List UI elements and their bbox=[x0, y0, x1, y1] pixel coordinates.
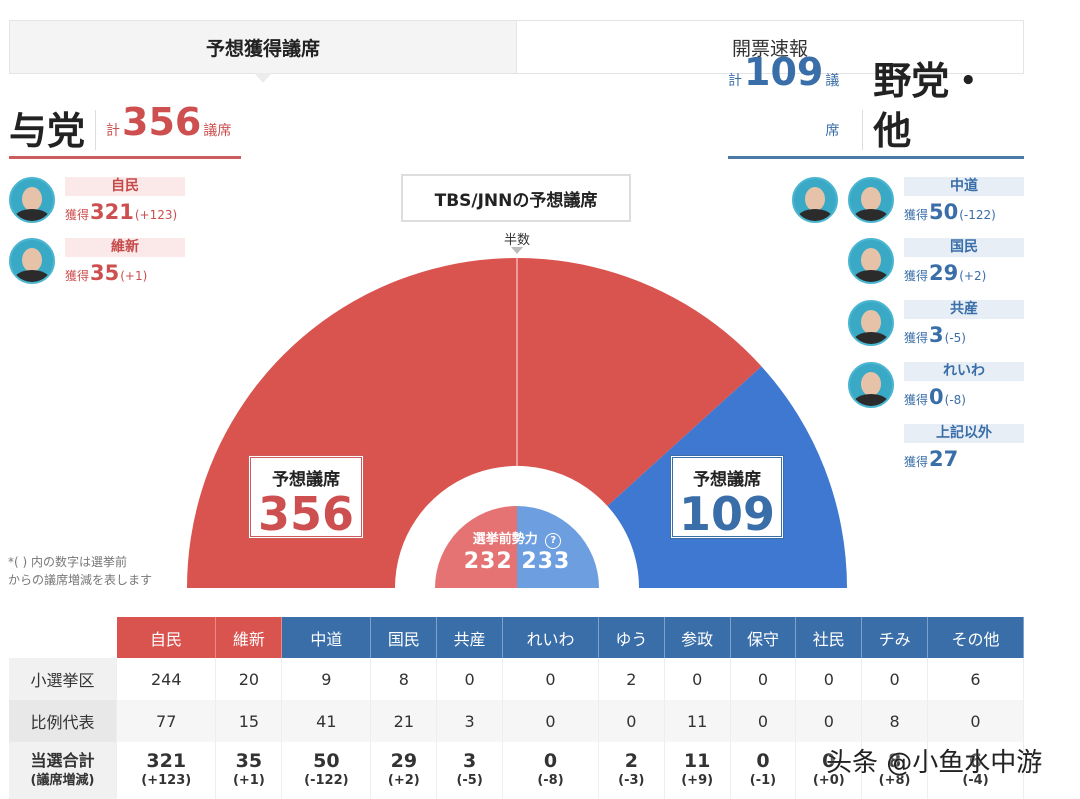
pre-opposition-value: 233 bbox=[521, 549, 571, 574]
pre-ruling-arc bbox=[435, 506, 517, 588]
seat-box-value: 109 bbox=[678, 487, 776, 541]
party-label: 上記以外 bbox=[904, 424, 1024, 443]
divider bbox=[95, 110, 97, 150]
party-seats: 獲得 0 (-8) bbox=[904, 385, 966, 409]
opposition-bloc-name: 野党・他 bbox=[873, 59, 988, 153]
col-header: ゆう bbox=[598, 617, 665, 658]
chart-title: TBS/JNNの予想議席 bbox=[401, 174, 631, 222]
opposition-bloc-total: 計 109 議席 bbox=[728, 47, 852, 156]
party-seats: 獲得 50 (-122) bbox=[904, 200, 996, 224]
watermark: 头条 @小鱼水中游 bbox=[826, 748, 1043, 778]
col-header: 参政 bbox=[664, 617, 731, 658]
pre-ruling-value: 232 bbox=[463, 549, 513, 574]
avatar bbox=[848, 177, 894, 223]
results-table: 自民 維新 中道 国民 共産 れいわ ゆう 参政 保守 社民 チみ その他 小選… bbox=[9, 617, 1024, 799]
party-label: 中道 bbox=[904, 177, 1024, 196]
opposition-bloc-header: 計 109 議席 野党・他 bbox=[728, 50, 1024, 159]
col-header: その他 bbox=[927, 617, 1024, 658]
table-row: 小選挙区 244 20 9 8 0 0 2 0 0 0 0 6 bbox=[9, 658, 1024, 700]
col-header: れいわ bbox=[502, 617, 599, 658]
col-header: 共産 bbox=[436, 617, 504, 658]
seat-box-label: 予想議席 bbox=[272, 470, 340, 490]
party-seats: 獲得 27 bbox=[904, 447, 959, 471]
avatar bbox=[848, 362, 894, 408]
party-label: 自民 bbox=[65, 177, 185, 196]
footnote: *( ) 内の数字は選挙前 からの議席増減を表します bbox=[8, 555, 153, 587]
party-card-ishin: 維新 獲得 35 (+1) bbox=[9, 238, 185, 285]
avatar bbox=[9, 177, 55, 223]
seat-box-value: 356 bbox=[257, 487, 355, 541]
party-card-ldp: 自民 獲得 321 (+123) bbox=[9, 177, 185, 224]
opposition-total-value: 109 bbox=[744, 50, 824, 94]
party-card-kokumin: 国民 獲得 29 (+2) bbox=[848, 238, 1024, 285]
party-card-others: 上記以外 獲得 27 bbox=[894, 424, 1024, 471]
party-label: 維新 bbox=[65, 238, 185, 257]
ruling-bloc-header: 与党 計 356 議席 bbox=[9, 100, 241, 159]
ruling-bloc-total: 計 356 議席 bbox=[106, 97, 231, 156]
opposition-seat-box: 予想議席 109 bbox=[670, 455, 784, 539]
seat-box-label: 予想議席 bbox=[693, 470, 761, 490]
party-label: れいわ bbox=[904, 362, 1024, 381]
avatar bbox=[848, 238, 894, 284]
ruling-total-value: 356 bbox=[122, 100, 202, 144]
col-header: 保守 bbox=[730, 617, 797, 658]
majority-arrow-icon bbox=[511, 247, 523, 254]
col-header: 国民 bbox=[370, 617, 438, 658]
tab-bar: 予想獲得議席 開票速報 bbox=[9, 20, 1024, 83]
seat-unit: 議席 bbox=[825, 73, 840, 139]
party-seats: 獲得 29 (+2) bbox=[904, 261, 987, 285]
row-header: 比例代表 bbox=[9, 700, 117, 742]
col-header: チみ bbox=[861, 617, 928, 658]
table-row: 比例代表 77 15 41 21 3 0 0 11 0 0 8 0 bbox=[9, 700, 1024, 742]
table-header: 自民 維新 中道 国民 共産 れいわ ゆう 参政 保守 社民 チみ その他 bbox=[9, 617, 1024, 658]
row-header: 小選挙区 bbox=[9, 658, 117, 700]
party-card-kyosan: 共産 獲得 3 (-5) bbox=[848, 300, 1024, 347]
party-card-reiwa: れいわ 獲得 0 (-8) bbox=[848, 362, 1024, 409]
party-seats: 獲得 3 (-5) bbox=[904, 323, 966, 347]
table-row-total: 当選合計 (議席増減) 321 (+123) 35 (+1) 50 (-122) 29(… bbox=[9, 742, 1024, 799]
avatar bbox=[9, 238, 55, 284]
pre-election-strength: 選挙前勢力 ? 232 233 bbox=[435, 528, 599, 574]
party-seats: 獲得 321 (+123) bbox=[65, 200, 178, 224]
majority-label: 半数 bbox=[503, 233, 530, 248]
col-header: 維新 bbox=[215, 617, 283, 658]
row-header: 当選合計 (議席増減) bbox=[9, 742, 117, 799]
total-prefix: 計 bbox=[728, 73, 743, 89]
avatar bbox=[848, 300, 894, 346]
col-header: 自民 bbox=[116, 617, 217, 658]
help-icon[interactable]: ? bbox=[545, 533, 562, 549]
total-prefix: 計 bbox=[106, 123, 121, 139]
col-header: 中道 bbox=[281, 617, 372, 658]
ruling-seat-box: 予想議席 356 bbox=[248, 455, 364, 539]
party-label: 共産 bbox=[904, 300, 1024, 319]
pre-election-label: 選挙前勢力 bbox=[472, 532, 538, 547]
party-card-chudo: 中道 獲得 50 (-122) bbox=[792, 177, 1024, 224]
divider bbox=[862, 110, 864, 150]
tab-projected-seats[interactable]: 予想獲得議席 bbox=[10, 21, 517, 83]
party-seats: 獲得 35 (+1) bbox=[65, 261, 148, 285]
seat-unit: 議席 bbox=[203, 123, 232, 139]
avatar bbox=[792, 177, 838, 223]
col-header: 社民 bbox=[795, 617, 863, 658]
party-label: 国民 bbox=[904, 238, 1024, 257]
ruling-bloc-name: 与党 bbox=[9, 109, 86, 153]
tab-live-count[interactable]: 開票速報 bbox=[517, 21, 1023, 73]
